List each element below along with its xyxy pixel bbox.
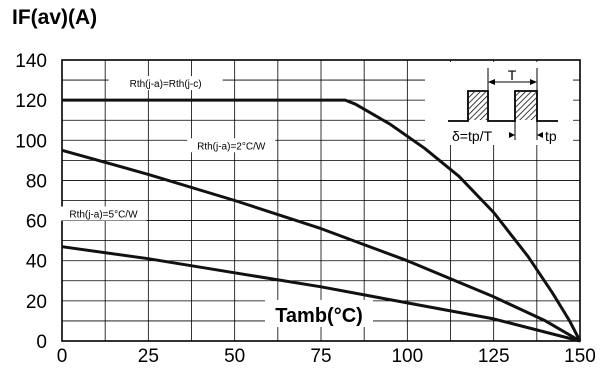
plot-frame bbox=[61, 59, 581, 342]
pulse-arrowhead-right bbox=[537, 132, 543, 138]
series-line-2 bbox=[61, 148, 581, 343]
inset-background bbox=[425, 62, 573, 145]
x-tick-label: 125 bbox=[478, 346, 510, 367]
x-tick-label: 0 bbox=[57, 346, 68, 367]
y-tick-label: 140 bbox=[15, 51, 47, 72]
period-arrowhead-left bbox=[488, 79, 495, 85]
y-tick-label: 40 bbox=[26, 252, 47, 273]
curve-label-bg bbox=[187, 138, 276, 153]
x-axis-label: Tamb(°C) bbox=[275, 305, 363, 327]
curve-label-3: Rth(j-a)=5°C/W bbox=[69, 210, 138, 221]
series-line-3 bbox=[61, 245, 581, 343]
x-tick-label: 25 bbox=[138, 346, 159, 367]
x-tick-label: 75 bbox=[310, 346, 331, 367]
duty-cycle-label: δ=tp/T bbox=[452, 128, 493, 144]
pulse-arrowhead-left bbox=[509, 132, 515, 138]
series-line-1 bbox=[62, 98, 582, 342]
tick-labels: 0 25 50 75 100 125 150 0 20 40 60 80 100 120 140 bbox=[15, 51, 596, 367]
curve-label-bg bbox=[60, 206, 147, 221]
curve-label-2: Rth(j-a)=2°C/W bbox=[197, 141, 266, 152]
period-label: T bbox=[508, 67, 517, 83]
duty-cycle-inset: Tδ=tp/T tp bbox=[425, 62, 573, 145]
curve-label-bg bbox=[108, 76, 223, 91]
pulse-2-hatch bbox=[516, 92, 536, 120]
pulse-width-label: tp bbox=[545, 128, 557, 144]
curve-label-1: Rth(j-a)=Rth(j-c) bbox=[130, 79, 202, 90]
y-tick-label: 0 bbox=[36, 332, 47, 353]
x-tick-label: 150 bbox=[564, 346, 596, 367]
x-axis-label-bg bbox=[265, 300, 373, 327]
x-tick-label: 100 bbox=[391, 346, 423, 367]
y-tick-label: 100 bbox=[15, 131, 47, 152]
curve-labels: Rth(j-a)=Rth(j-c) Rth(j-a)=2°C/W Rth(j-a)=… bbox=[60, 76, 276, 221]
y-tick-label: 80 bbox=[26, 171, 47, 192]
chart-title: IF(av)(A) bbox=[12, 6, 97, 29]
y-tick-label: 20 bbox=[26, 292, 47, 313]
pulse-waveform bbox=[448, 90, 558, 122]
curves bbox=[61, 98, 582, 343]
y-tick-label: 60 bbox=[26, 212, 47, 233]
y-tick-label: 120 bbox=[15, 91, 47, 112]
x-axis-label-group: Tamb(°C) bbox=[265, 300, 373, 327]
x-tick-label: 50 bbox=[224, 346, 245, 367]
pulse-1-hatch bbox=[469, 92, 487, 120]
period-arrowhead-right bbox=[530, 79, 537, 85]
